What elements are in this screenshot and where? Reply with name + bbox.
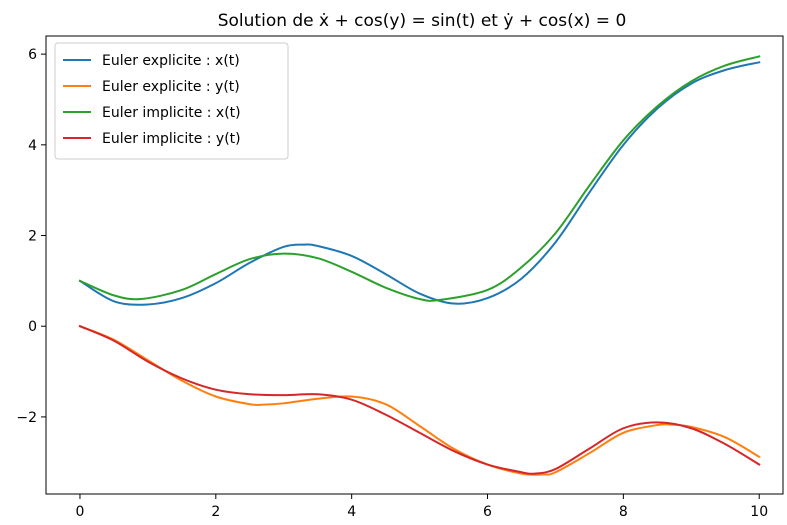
y-tick-label: −2 — [16, 410, 37, 426]
series-line-1 — [78, 324, 761, 476]
legend-label-0: Euler explicite : x(t) — [102, 53, 240, 69]
axes: 0 2 4 6 8 10 −2 0 2 4 6 — [16, 35, 784, 520]
y-tick-label: 0 — [28, 319, 37, 335]
series-lines — [78, 55, 761, 476]
x-tick-label: 10 — [750, 504, 768, 520]
series-line-3 — [78, 324, 761, 475]
legend-label-3: Euler implicite : y(t) — [102, 131, 241, 147]
legend-label-1: Euler explicite : y(t) — [102, 79, 240, 95]
x-tick-label: 8 — [619, 504, 628, 520]
legend-label-2: Euler implicite : x(t) — [102, 105, 241, 121]
x-tick-label: 0 — [76, 504, 85, 520]
chart-title: Solution de ẋ + cos(y) = sin(t) et ẏ + c… — [218, 11, 627, 31]
legend: Euler explicite : x(t) Euler explicite : … — [54, 42, 289, 160]
y-tick-label: 2 — [28, 229, 37, 245]
x-tick-label: 6 — [483, 504, 492, 520]
series-line-0 — [78, 61, 761, 306]
y-tick-label: 4 — [28, 138, 37, 154]
legend-box — [54, 42, 289, 160]
y-tick-label: 6 — [28, 47, 37, 63]
x-tick-label: 4 — [347, 504, 356, 520]
series-line-2 — [78, 55, 761, 302]
x-tick-label: 2 — [211, 504, 220, 520]
axes-frame — [45, 35, 784, 495]
